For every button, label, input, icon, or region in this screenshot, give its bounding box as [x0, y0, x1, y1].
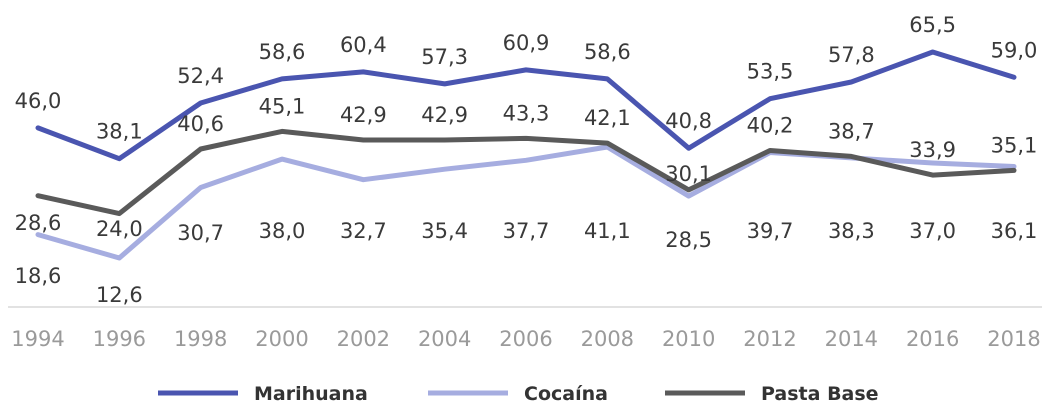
data-label-marihuana: 65,5	[909, 13, 956, 37]
series-lines	[35, 49, 1017, 261]
series-line-marihuana	[35, 49, 1017, 162]
data-label-cocaina: 12,6	[96, 283, 143, 307]
x-tick-label: 2002	[337, 327, 390, 351]
data-label-marihuana: 58,6	[259, 40, 306, 64]
data-label-cocaina: 32,7	[340, 219, 387, 243]
data-label-marihuana: 58,6	[584, 40, 631, 64]
x-tick-label: 2006	[499, 327, 552, 351]
data-labels: 46,0 28,6 18,6 38,1 24,0 12,6 52,4 40,6 30,7 58,6…	[15, 13, 1038, 307]
legend: Marihuana Cocaína Pasta Base	[158, 383, 879, 405]
legend-label-marihuana: Marihuana	[254, 383, 368, 405]
data-label-marihuana: 52,4	[177, 64, 224, 88]
x-tick-label: 2008	[581, 327, 634, 351]
data-label-pasta-base: 42,9	[421, 103, 468, 127]
x-tick-label: 2010	[662, 327, 715, 351]
data-label-marihuana: 57,8	[828, 43, 875, 67]
data-label-marihuana: 60,9	[503, 31, 550, 55]
legend-label-pasta-base: Pasta Base	[761, 383, 879, 405]
data-label-marihuana: 57,3	[421, 45, 468, 69]
data-label-cocaina: 35,4	[421, 219, 468, 243]
legend-label-cocaína: Cocaína	[524, 383, 608, 405]
x-tick-label: 1994	[11, 327, 64, 351]
data-label-pasta-base: 38,7	[828, 119, 875, 143]
data-label-marihuana: 60,4	[340, 33, 387, 57]
data-label-cocaina: 30,7	[177, 221, 224, 245]
x-tick-label: 2012	[743, 327, 796, 351]
data-label-pasta-base: 43,3	[503, 101, 550, 125]
x-tick-label: 1998	[174, 327, 227, 351]
data-label-cocaina: 37,0	[909, 219, 956, 243]
data-label-marihuana: 53,5	[747, 60, 794, 84]
data-label-cocaina: 37,7	[503, 219, 550, 243]
data-label-pasta-base: 33,9	[909, 138, 956, 162]
x-tick-label: 2014	[825, 327, 878, 351]
data-label-cocaina: 28,5	[665, 228, 712, 252]
x-tick-label: 2004	[418, 327, 471, 351]
data-label-marihuana: 40,8	[665, 109, 712, 133]
data-label-marihuana: 46,0	[15, 89, 62, 113]
data-label-pasta-base: 28,6	[15, 211, 62, 235]
data-label-cocaina: 39,7	[747, 219, 794, 243]
data-label-cocaina: 36,1	[991, 219, 1038, 243]
data-label-pasta-base: 30,1	[665, 162, 712, 186]
data-label-pasta-base: 45,1	[259, 94, 306, 118]
data-label-pasta-base: 42,9	[340, 103, 387, 127]
data-label-pasta-base: 40,6	[177, 112, 224, 136]
data-label-pasta-base: 35,1	[991, 133, 1038, 157]
x-axis-ticks: 1994 1996 1998 2000 2002 2004 2006 2008 2010 2012…	[11, 327, 1040, 351]
data-label-cocaina: 38,3	[828, 219, 875, 243]
data-label-cocaina: 38,0	[259, 219, 306, 243]
data-label-pasta-base: 24,0	[96, 217, 143, 241]
data-label-cocaina: 18,6	[15, 264, 62, 288]
x-tick-label: 2016	[906, 327, 959, 351]
data-label-marihuana: 59,0	[991, 38, 1038, 62]
data-label-pasta-base: 42,1	[584, 106, 631, 130]
x-tick-label: 1996	[93, 327, 146, 351]
x-tick-label: 2000	[255, 327, 308, 351]
data-label-marihuana: 38,1	[96, 120, 143, 144]
data-label-cocaina: 41,1	[584, 219, 631, 243]
x-tick-label: 2018	[987, 327, 1040, 351]
data-label-pasta-base: 40,2	[747, 114, 794, 138]
series-line-pasta-base	[35, 128, 1017, 217]
